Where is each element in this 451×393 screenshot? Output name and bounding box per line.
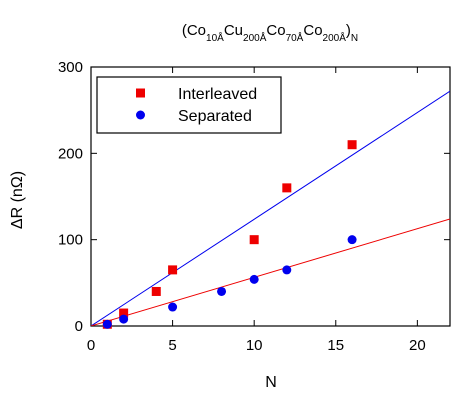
title-subscript: 70Å xyxy=(286,31,304,44)
y-tick-label: 200 xyxy=(58,145,83,162)
data-point-square xyxy=(249,235,259,245)
x-tick-label: 15 xyxy=(327,337,344,354)
title-segment: Co xyxy=(303,22,322,39)
data-point-circle xyxy=(168,302,178,312)
legend-label: Interleaved xyxy=(178,86,257,103)
data-point-square xyxy=(347,140,357,150)
data-point-circle xyxy=(119,314,129,324)
data-point-square xyxy=(119,308,129,318)
fit-line xyxy=(91,90,450,326)
title-subscript: 200Å xyxy=(243,31,267,44)
title-segment: ( xyxy=(182,22,187,39)
x-axis-label: N xyxy=(265,374,277,391)
series-separated xyxy=(102,235,357,329)
legend-box xyxy=(96,76,282,134)
y-tick-label: 0 xyxy=(75,318,83,335)
series-interleaved xyxy=(102,140,357,329)
data-point-square xyxy=(168,265,178,275)
x-tick-label: 20 xyxy=(409,337,426,354)
y-axis-label: ΔR (nΩ) xyxy=(9,171,26,229)
legend-marker-circle xyxy=(136,110,145,120)
y-tick-label: 100 xyxy=(58,232,83,249)
x-tick-label: 0 xyxy=(87,337,95,354)
title-subscript: N xyxy=(351,33,358,44)
data-point-square xyxy=(282,183,292,193)
x-tick-label: 5 xyxy=(168,337,176,354)
chart-title: (Co10ÅCu200ÅCo70ÅCo200Å)N xyxy=(182,22,358,44)
legend: Interleaved Separated xyxy=(96,76,282,134)
data-point-circle xyxy=(249,274,259,284)
title-segment: ) xyxy=(346,22,351,39)
data-point-circle xyxy=(282,265,292,275)
title-segment: Co xyxy=(266,22,285,39)
legend-label: Separated xyxy=(178,108,252,125)
fit-line xyxy=(91,218,450,326)
title-subscript: 200Å xyxy=(323,31,347,44)
title-segment: Co xyxy=(187,22,206,39)
data-point-circle xyxy=(102,319,112,329)
x-tick-label: 10 xyxy=(246,337,263,354)
title-subscript: 10Å xyxy=(206,31,224,44)
data-point-circle xyxy=(347,235,357,245)
data-point-square xyxy=(151,286,161,296)
title-segment: Cu xyxy=(224,22,243,39)
legend-marker-square xyxy=(136,88,145,98)
plot-frame xyxy=(90,66,451,327)
y-tick-label: 300 xyxy=(58,59,83,76)
data-point-circle xyxy=(217,286,227,296)
